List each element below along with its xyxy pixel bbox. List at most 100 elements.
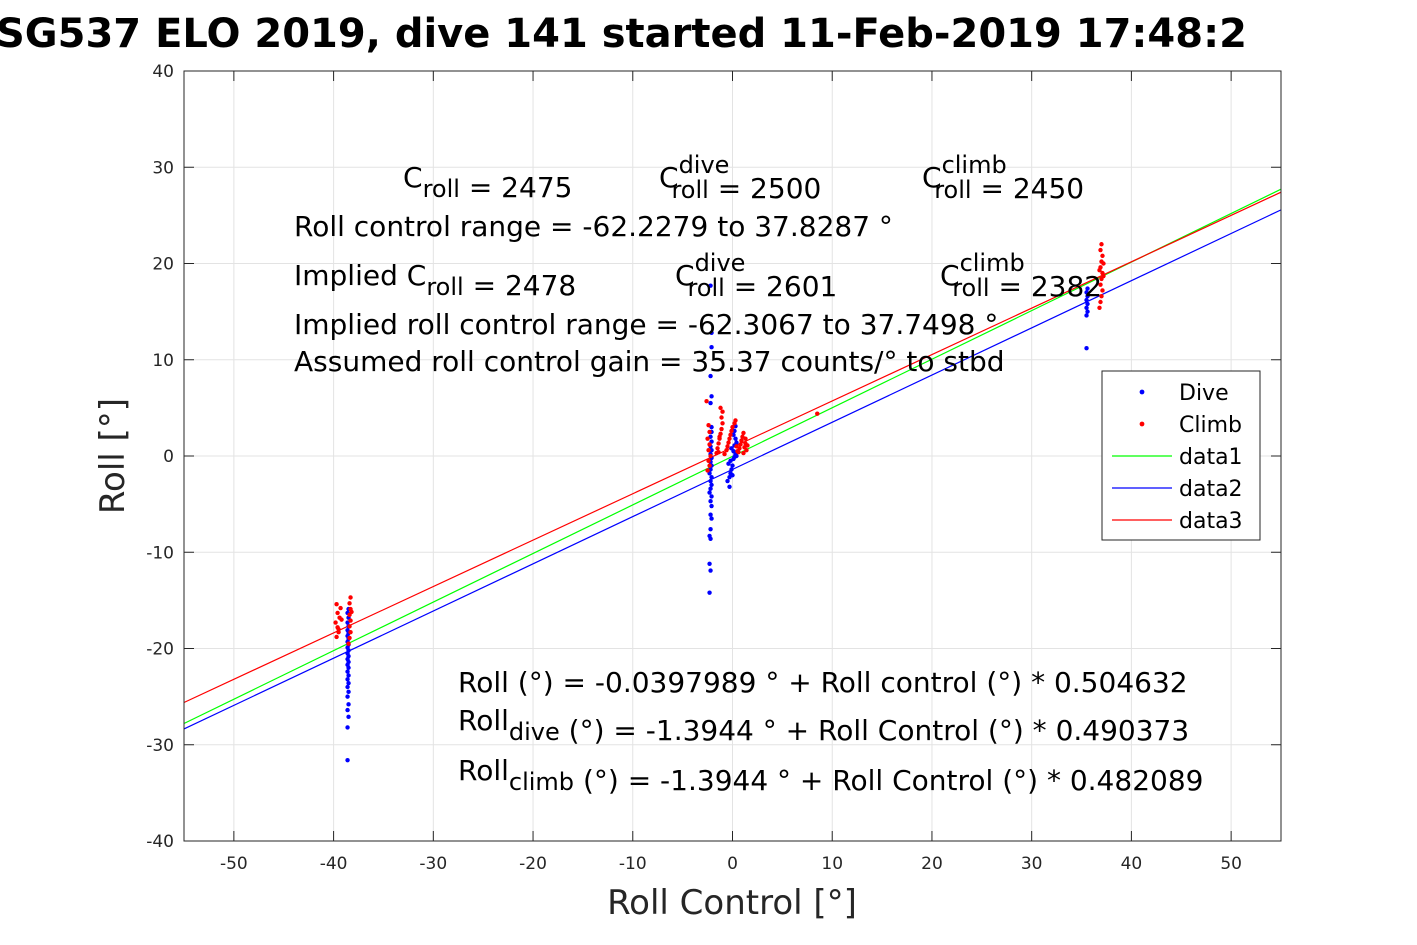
point-dive	[709, 516, 714, 521]
point-dive	[345, 677, 350, 682]
legend-label: Dive	[1179, 381, 1229, 406]
y-tick-label: 30	[152, 158, 174, 178]
point-dive	[1084, 290, 1089, 295]
point-dive	[1084, 305, 1089, 310]
point-climb	[728, 432, 733, 438]
point-climb	[338, 605, 343, 611]
point-dive	[733, 436, 738, 441]
point-climb	[725, 444, 730, 449]
point-climb	[334, 602, 339, 607]
point-dive	[708, 478, 713, 484]
legend-label: data1	[1179, 445, 1243, 470]
point-climb	[1100, 288, 1105, 293]
point-climb	[1098, 299, 1103, 305]
point-dive	[1085, 309, 1090, 314]
annotation-superscript: dive	[695, 249, 746, 277]
point-climb	[1098, 247, 1103, 253]
annotation-subscript: roll	[934, 176, 971, 204]
point-climb	[348, 629, 353, 635]
annotation-text: = 2382	[990, 270, 1103, 303]
annotation-text: = 2601	[725, 270, 838, 303]
point-climb	[719, 426, 724, 432]
calibration-constants: Croll = 2475 Cdive roll = 2500 Cclimb roll =…	[403, 151, 1084, 205]
x-tick-label: -30	[419, 854, 447, 874]
point-climb	[706, 458, 711, 464]
fit-equation-all: Roll (°) = -0.0397989 ° + Roll control (…	[458, 666, 1188, 699]
legend-label: data2	[1179, 477, 1243, 502]
point-climb	[334, 634, 339, 640]
axis-ticks: -50 -40 -30 -20 -10 0 10 20 30 40 50 -40 -30 -20 -10 0 1…	[146, 62, 1281, 874]
point-dive	[346, 689, 351, 695]
fit-equation-dive: Rolldive (°) = -1.3944 ° + Roll Control …	[458, 704, 1189, 747]
point-dive	[707, 490, 712, 495]
x-tick-label: 40	[1121, 854, 1143, 874]
point-climb	[1101, 261, 1106, 266]
annotation-text: (°) = -1.3944 ° + Roll Control (°) * 0.4…	[574, 764, 1203, 797]
point-climb	[733, 418, 738, 423]
point-dive	[1085, 286, 1090, 291]
point-climb	[1099, 242, 1104, 247]
point-dive	[346, 714, 351, 720]
point-climb	[708, 453, 713, 459]
point-climb	[738, 442, 743, 447]
data-points	[333, 242, 1106, 763]
point-dive	[1085, 301, 1090, 307]
point-dive	[346, 673, 351, 678]
point-dive	[345, 707, 350, 713]
point-climb	[336, 627, 341, 632]
point-climb	[706, 423, 711, 428]
point-climb	[1100, 253, 1105, 258]
annotation-text: = 2450	[972, 172, 1085, 205]
annotation-text: C	[940, 259, 960, 292]
point-dive	[1085, 294, 1090, 299]
point-climb	[739, 438, 744, 443]
point-climb	[707, 442, 712, 447]
point-climb	[730, 424, 735, 430]
annotation-subscript: roll	[426, 273, 463, 301]
annotation-text: (°) = -1.3944 ° + Roll Control (°) * 0.4…	[560, 714, 1189, 747]
point-dive	[734, 440, 739, 445]
point-dive	[708, 400, 713, 406]
point-climb	[741, 430, 746, 436]
legend-label: data3	[1179, 509, 1243, 534]
point-climb	[722, 451, 727, 457]
x-tick-label: -40	[320, 854, 348, 874]
roll-control-range: Roll control range = -62.2279 to 37.8287…	[294, 210, 893, 243]
annotation-subscript: roll	[423, 175, 460, 203]
point-climb	[1097, 268, 1102, 273]
legend-marker-climb	[1139, 421, 1145, 427]
x-tick-label: 30	[1021, 854, 1043, 874]
point-climb	[744, 448, 749, 453]
y-tick-label: 10	[152, 351, 174, 371]
x-axis-label: Roll Control [°]	[607, 883, 857, 923]
fit-equation-climb: Rollclimb (°) = -1.3944 ° + Roll Control…	[458, 754, 1203, 797]
point-dive	[346, 680, 351, 686]
point-climb	[717, 434, 722, 439]
annotation-text: = 2475	[460, 171, 573, 204]
point-climb	[347, 601, 352, 606]
point-climb	[726, 440, 731, 445]
point-dive	[708, 373, 713, 379]
point-climb	[705, 436, 710, 441]
point-climb	[716, 449, 721, 455]
point-dive	[709, 494, 714, 499]
point-dive	[345, 669, 350, 674]
annotation-text: C	[922, 161, 942, 194]
annotation-text: Roll	[458, 754, 509, 787]
point-climb	[715, 446, 720, 451]
y-tick-label: -40	[146, 832, 174, 852]
point-dive	[730, 463, 735, 468]
y-axis-label: Roll [°]	[93, 398, 133, 514]
legend: Dive Climb data1 data2 data3	[1101, 370, 1261, 541]
point-climb	[1098, 282, 1103, 287]
point-dive	[727, 484, 732, 489]
point-climb	[1101, 273, 1106, 279]
y-tick-label: -10	[146, 543, 174, 563]
x-tick-label: -10	[619, 854, 647, 874]
x-tick-label: 50	[1220, 854, 1242, 874]
annotations: Croll = 2475 Cdive roll = 2500 Cclimb roll =…	[294, 151, 1203, 797]
x-tick-label: -50	[220, 854, 248, 874]
point-climb	[743, 436, 748, 441]
y-tick-label: 40	[152, 62, 174, 82]
point-dive	[708, 486, 713, 491]
